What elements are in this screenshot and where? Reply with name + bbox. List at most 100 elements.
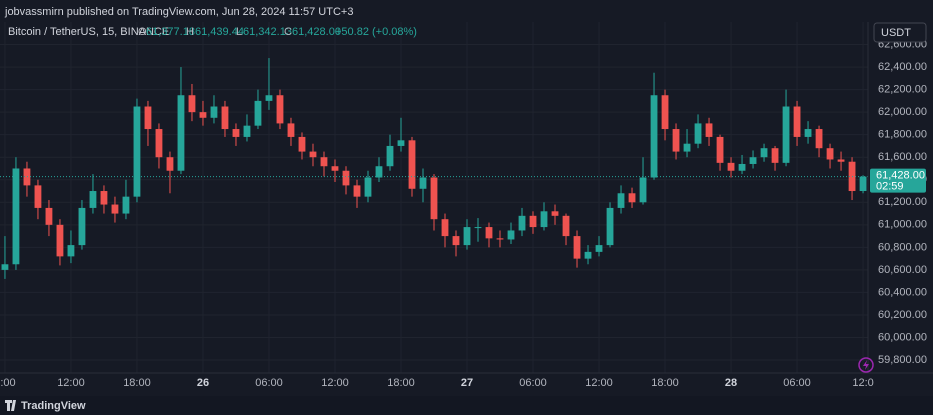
legend-o: 61,377.18: [146, 26, 195, 38]
candle-body: [430, 177, 438, 220]
header-text: jobvassmirn published on TradingView.com…: [4, 6, 353, 18]
x-tick-label: 06:00: [783, 377, 811, 389]
x-tick-label: 06:00: [519, 377, 547, 389]
candle-body: [375, 166, 383, 178]
y-tick-label: 59,800.00: [878, 354, 927, 366]
candle-body: [606, 207, 614, 246]
x-tick-label: 18:00: [651, 377, 679, 389]
candle-body: [650, 95, 658, 178]
footer-bar: [0, 396, 933, 415]
candle-body: [639, 177, 647, 203]
legend-l-label: L: [236, 26, 242, 38]
candle-body: [89, 191, 97, 208]
candle-body: [452, 236, 460, 246]
candle-body: [562, 215, 570, 237]
candle-body: [617, 193, 625, 208]
brand: TradingView: [21, 400, 86, 412]
candle-body: [408, 140, 416, 189]
currency-box[interactable]: [873, 22, 927, 43]
legend-h: 61,439.44: [195, 26, 244, 38]
y-tick-label: 62,400.00: [878, 61, 927, 73]
candle-body: [782, 106, 790, 163]
candle-body: [463, 227, 471, 246]
candle-body: [254, 100, 262, 126]
candle-body: [551, 211, 559, 216]
candle-body: [199, 112, 207, 118]
legend-c: 61,428.00: [292, 26, 341, 38]
candle-body: [716, 136, 724, 163]
y-tick-label: 60,600.00: [878, 264, 927, 276]
candle-body: [320, 157, 328, 167]
candle-body: [518, 215, 526, 231]
currency[interactable]: USDT: [881, 27, 911, 39]
candle-body: [826, 148, 834, 160]
candle-body: [397, 140, 405, 146]
y-tick-label: 60,800.00: [878, 241, 927, 253]
candle-body: [353, 185, 361, 197]
candle-body: [34, 185, 42, 208]
candle-body: [133, 106, 141, 197]
candle-body: [386, 145, 394, 167]
candle-body: [441, 219, 449, 237]
candle-body: [166, 157, 174, 171]
x-tick-label: 12:00: [321, 377, 349, 389]
header-bar: [0, 0, 933, 22]
y-tick-label: 61,000.00: [878, 219, 927, 231]
countdown: 02:59: [876, 181, 904, 193]
legend-change: +50.82 (+0.08%): [335, 26, 417, 38]
y-tick-label: 61,800.00: [878, 129, 927, 141]
candle-body: [155, 129, 163, 158]
candle-body: [309, 151, 317, 158]
candle-body: [760, 148, 768, 158]
candle-body: [1, 264, 9, 270]
candle-body: [584, 251, 592, 259]
alert-icon-bolt: [863, 360, 869, 370]
candle-body: [419, 177, 427, 189]
y-tick-label: 62,200.00: [878, 84, 927, 96]
x-tick-label: 12:00: [585, 377, 613, 389]
candle-body: [661, 95, 669, 130]
candle-body: [859, 176, 867, 192]
candle-body: [474, 227, 482, 229]
candle-body: [111, 204, 119, 214]
x-tick-label: 27: [461, 377, 473, 389]
x-tick-label: 6:00: [0, 377, 16, 389]
candle-body: [78, 207, 86, 246]
candle-body: [771, 148, 779, 163]
y-tick-label: 60,200.00: [878, 309, 927, 321]
candle-body: [793, 106, 801, 137]
candle-body: [298, 136, 306, 152]
candle-body: [683, 143, 691, 152]
candle-body: [331, 166, 339, 171]
legend-o-label: O: [138, 26, 147, 38]
candle-body: [529, 215, 537, 228]
candle-body: [727, 162, 735, 171]
alert-icon[interactable]: [858, 357, 874, 373]
candle-body: [573, 236, 581, 259]
candle-body: [287, 123, 295, 137]
y-tick-label: 60,400.00: [878, 286, 927, 298]
x-tick-label: 26: [197, 377, 209, 389]
candle-body: [749, 157, 757, 164]
candle-body: [100, 191, 108, 205]
y-tick-label: 60,000.00: [878, 331, 927, 343]
candle-body: [67, 245, 75, 257]
last-price-label: 61,428.00: [876, 170, 925, 182]
x-tick-label: 18:00: [123, 377, 151, 389]
candle-body: [628, 193, 636, 203]
candle-body: [705, 123, 713, 137]
candle-body: [507, 230, 515, 240]
candle-body: [342, 170, 350, 186]
candle-body: [56, 224, 64, 257]
candle-body: [540, 211, 548, 228]
candle-body: [485, 227, 493, 239]
brand-logo: [5, 400, 16, 411]
y-tick-label: 62,000.00: [878, 106, 927, 118]
legend-c-label: C: [284, 26, 292, 38]
candle-body: [672, 129, 680, 152]
candle-body: [496, 238, 504, 240]
